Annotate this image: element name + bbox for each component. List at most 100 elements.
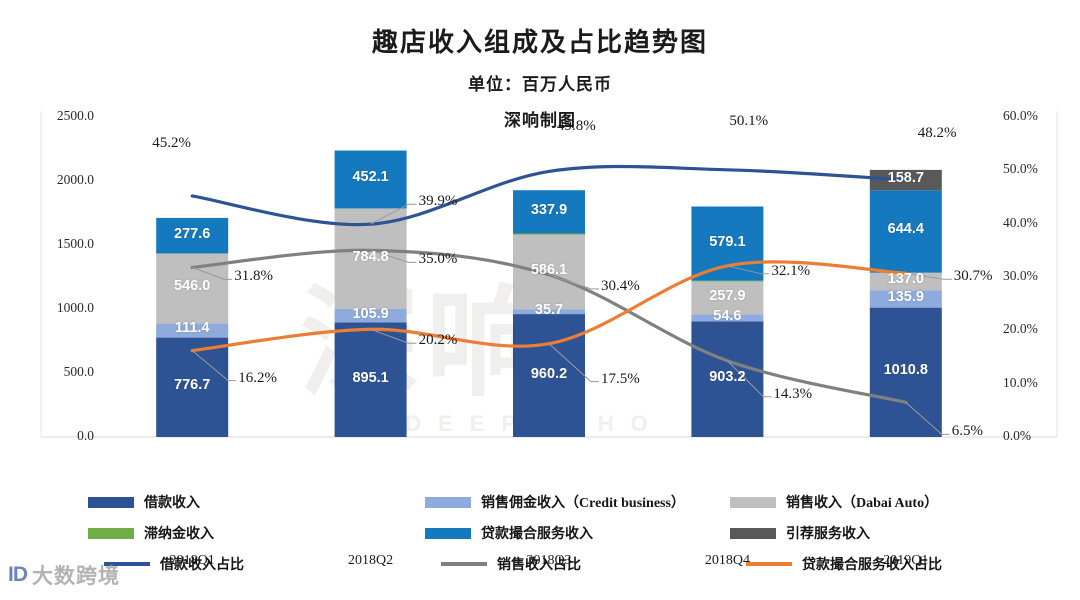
bar-segment: [869, 290, 942, 308]
plot-svg: [40, 111, 1058, 438]
label-leader-line: [548, 343, 599, 383]
bar-segment: [334, 308, 407, 323]
y-axis-tick-left: 1000.0: [56, 300, 94, 315]
line-point-label: 39.9%: [418, 193, 458, 210]
bar-segment: [691, 281, 764, 315]
legend-item[interactable]: 滞纳金收入: [88, 523, 214, 543]
y-axis-tick-right: 40.0%: [1003, 214, 1038, 230]
legend-item[interactable]: 销售收入占比: [441, 554, 581, 574]
y-axis-tick-right: 0.0%: [1003, 428, 1032, 443]
legend-line-icon: [441, 562, 487, 566]
line-point-label: 30.7%: [953, 268, 993, 285]
bar-segment-label: 158.7: [887, 170, 924, 187]
page-title: 趣店收入组成及占比趋势图: [371, 28, 708, 57]
y-axis-tick-left: 1500.0: [56, 236, 94, 251]
legend-label: 销售佣金收入（Credit business）: [481, 496, 685, 511]
bar-segment-label: 895.1: [352, 369, 389, 386]
legend-swatch-icon: [425, 496, 471, 508]
bar-segment-label: 1010.8: [883, 362, 928, 379]
line-point-label: 35.0%: [418, 251, 458, 268]
bar-segment: [513, 314, 585, 437]
legend-label: 贷款撮合服务收入: [481, 527, 593, 542]
site-logo: ID 大数跨境: [8, 560, 120, 590]
bar-segment: [334, 150, 407, 209]
label-leader-line: [727, 360, 772, 398]
bar-segment-label: 546.0: [174, 278, 211, 295]
line-point-label: 32.1%: [771, 262, 811, 279]
label-leader-line: [191, 350, 237, 382]
bar-segment: [869, 190, 942, 273]
bar-segment-label: 452.1: [352, 169, 389, 186]
bar-segment: [156, 217, 229, 254]
y-axis-tick-left: 2000.0: [56, 172, 94, 187]
x-axis-tick: 2018Q4: [704, 553, 750, 568]
legend-label: 贷款撮合服务收入占比: [802, 558, 942, 573]
x-axis-tick: 2019Q1: [883, 553, 929, 568]
bar-segment: [869, 307, 942, 437]
line-point-label: 30.4%: [601, 277, 640, 294]
line-point-label: 16.2%: [238, 369, 277, 386]
chart-legend: 借款收入 销售佣金收入（Credit business） 销售收入（Dabai Au…: [0, 492, 1080, 582]
trend-line: [190, 164, 908, 227]
bar-segment-label: 337.9: [530, 201, 568, 218]
line-point-label: 31.8%: [234, 268, 273, 285]
bar-segment: [691, 206, 764, 281]
label-leader-line: [905, 401, 950, 435]
legend-swatch-icon: [88, 496, 134, 508]
legend-item[interactable]: 贷款撮合服务收入: [425, 523, 593, 543]
bar-segment: [869, 272, 942, 291]
legend-item[interactable]: 借款收入占比: [104, 554, 244, 574]
legend-item[interactable]: 借款收入: [88, 492, 200, 512]
bar-segment-label: 903.2: [709, 369, 746, 386]
y-axis-tick-right: 20.0%: [1003, 321, 1038, 337]
bar-segment: [691, 280, 764, 282]
y-axis-tick-left: 2500.0: [56, 108, 94, 123]
bar-segment-label: 54.6: [713, 307, 742, 324]
x-axis-tick: 2018Q2: [348, 553, 394, 568]
chart-credit: 深响制图: [504, 111, 576, 130]
bar-segment-label: 776.7: [174, 377, 211, 394]
y-axis-tick-left: 0.0: [77, 428, 94, 443]
y-axis-tick-left: 500.0: [63, 364, 94, 379]
x-axis-tick: 2018Q3: [526, 553, 572, 568]
bar-segment-label: 586.1: [530, 262, 568, 278]
bar-segment: [691, 314, 764, 322]
legend-line-icon: [746, 562, 792, 566]
label-leader-line: [727, 265, 770, 275]
label-leader-line: [192, 266, 233, 280]
y-axis-tick-right: 50.0%: [1003, 161, 1038, 177]
y-axis-tick-right: 30.0%: [1003, 268, 1038, 283]
label-leader-line: [370, 203, 417, 225]
legend-swatch-icon: [730, 496, 776, 508]
y-axis-tick-right: 10.0%: [1003, 374, 1038, 390]
bar-segment: [513, 190, 585, 234]
bar-segment: [513, 233, 585, 235]
line-point-label: 45.2%: [152, 134, 191, 151]
bar-segment: [513, 234, 585, 310]
legend-item[interactable]: 贷款撮合服务收入占比: [746, 554, 942, 574]
legend-swatch-icon: [730, 527, 776, 539]
bar-segment-label: 35.7: [534, 301, 564, 318]
legend-label: 引荐服务收入: [786, 527, 870, 542]
legend-swatch-icon: [88, 527, 134, 539]
bar-segment-label: 644.4: [887, 221, 924, 238]
legend-item[interactable]: 销售收入（Dabai Auto）: [730, 492, 938, 512]
legend-label: 销售收入（Dabai Auto）: [786, 496, 939, 511]
label-leader-line: [548, 274, 599, 290]
y-axis-tick-right: 60.0%: [1003, 108, 1038, 123]
legend-label: 滞纳金收入: [144, 527, 214, 542]
bar-segment-label: 784.8: [352, 248, 389, 265]
bar-segment-label: 105.9: [352, 305, 389, 322]
bar-segment: [691, 321, 764, 437]
line-point-label: 17.5%: [601, 370, 640, 387]
bar-segment-label: 579.1: [709, 233, 746, 250]
line-point-label: 48.2%: [917, 124, 957, 141]
legend-label: 借款收入占比: [160, 558, 244, 573]
bar-segment-label: 135.9: [887, 288, 924, 305]
legend-item[interactable]: 销售佣金收入（Credit business）: [425, 492, 685, 512]
line-point-label: 49.8%: [557, 118, 596, 135]
line-point-label: 14.3%: [773, 385, 813, 402]
legend-item[interactable]: 引荐服务收入: [730, 523, 870, 543]
legend-label: 借款收入: [144, 496, 200, 511]
